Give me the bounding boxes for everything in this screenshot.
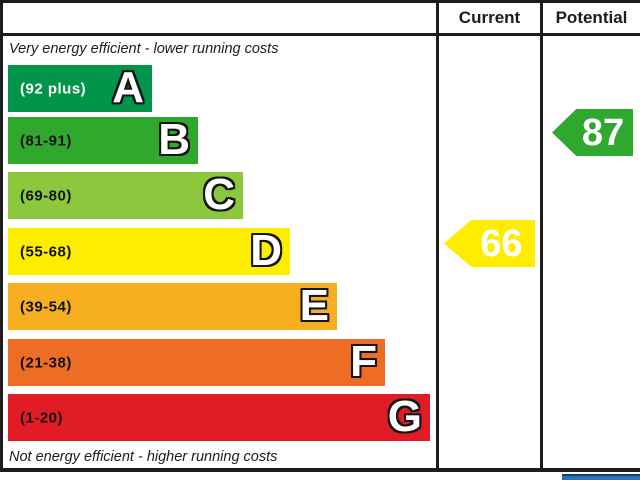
header-row: Current Potential <box>3 3 640 36</box>
band-range-label: (39-54) <box>20 298 72 315</box>
rating-bands-area: Very energy efficient - lower running co… <box>3 36 436 471</box>
current-rating-column: 66 <box>436 36 540 471</box>
band-d: (55-68) D <box>8 228 290 275</box>
potential-column-header: Potential <box>555 8 628 27</box>
chart-header-cell <box>3 3 436 33</box>
cut-off-blue-banner <box>562 474 640 480</box>
current-rating-marker: 66 <box>444 220 535 267</box>
current-rating-value: 66 <box>480 222 523 265</box>
band-c: (69-80) C <box>8 172 243 219</box>
band-range-label: (55-68) <box>20 243 72 260</box>
band-letter: C <box>203 169 235 219</box>
potential-header-cell: Potential <box>540 3 640 33</box>
band-g: (1-20) G <box>8 394 430 441</box>
bottom-caption: Not energy efficient - higher running co… <box>9 449 278 465</box>
band-a: (92 plus) A <box>8 65 152 112</box>
band-b: (81-91) B <box>8 117 198 164</box>
band-letter: E <box>299 280 329 330</box>
band-f: (21-38) F <box>8 339 385 386</box>
band-range-label: (1-20) <box>20 409 64 426</box>
band-letter: G <box>387 391 422 441</box>
current-header-cell: Current <box>436 3 540 33</box>
body-row: Very energy efficient - lower running co… <box>3 36 640 471</box>
band-letter: F <box>350 336 377 386</box>
potential-rating-column: 87 <box>540 36 640 471</box>
band-range-label: (81-91) <box>20 132 72 149</box>
band-range-label: (69-80) <box>20 187 72 204</box>
band-letter: D <box>250 225 282 275</box>
band-range-label: (92 plus) <box>20 80 87 97</box>
top-caption: Very energy efficient - lower running co… <box>9 41 279 57</box>
potential-rating-value: 87 <box>581 111 625 154</box>
band-range-label: (21-38) <box>20 354 72 371</box>
current-column-header: Current <box>458 8 521 27</box>
band-letter: B <box>158 114 190 164</box>
band-e: (39-54) E <box>8 283 337 330</box>
potential-rating-marker: 87 <box>552 109 633 156</box>
band-letter: A <box>112 62 144 112</box>
